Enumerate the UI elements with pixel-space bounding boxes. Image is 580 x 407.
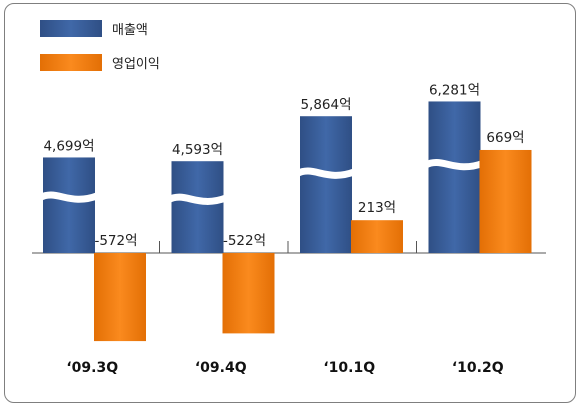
category-label: ‘09.3Q (66, 360, 118, 376)
category-label: ‘10.2Q (452, 360, 504, 376)
data-label-operating-profit: -522억 (223, 233, 266, 249)
axis-break-mark (166, 193, 228, 205)
bar-operating-profit (222, 253, 275, 334)
data-label-sales: 6,281억 (429, 82, 480, 98)
legend-swatch-sales (40, 20, 102, 37)
data-label-operating-profit: -572억 (94, 233, 137, 249)
data-label-sales: 4,593억 (172, 142, 223, 158)
bar-sales (300, 116, 352, 253)
bar-operating-profit (94, 253, 146, 342)
legend-swatch-operating-profit (40, 54, 102, 71)
data-label-sales: 5,864억 (300, 97, 351, 113)
plot-area: 4,699억 -572억 ‘09.3Q 4,593억 -522억 ‘09.4Q 5,864억… (32, 82, 546, 376)
data-label-sales: 4,699억 (43, 138, 94, 154)
bar-operating-profit (351, 220, 403, 253)
bar-operating-profit (479, 149, 532, 253)
category-label: ‘10.1Q (323, 360, 375, 376)
bar-sales (428, 101, 481, 253)
axis-break-mark (295, 167, 357, 179)
data-label-operating-profit: 669억 (486, 130, 524, 146)
legend-label-sales: 매출액 (112, 23, 148, 38)
bar-sales (43, 157, 95, 253)
legend: 매출액 영업이익 (40, 20, 160, 72)
data-label-operating-profit: 213억 (358, 200, 396, 216)
axis-break-mark (38, 191, 100, 203)
bar-sales (171, 161, 224, 253)
category-label: ‘09.4Q (195, 360, 247, 376)
legend-label-operating-profit: 영업이익 (112, 57, 160, 72)
axis-break-mark (423, 159, 485, 171)
